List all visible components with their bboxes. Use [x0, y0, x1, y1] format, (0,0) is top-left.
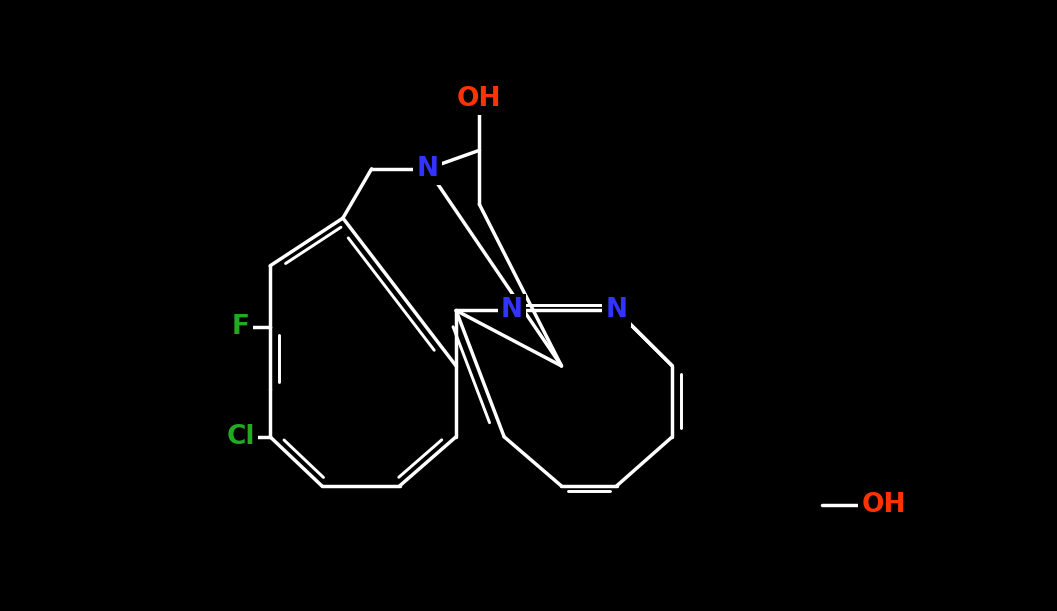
- Text: OH: OH: [457, 86, 502, 112]
- Text: N: N: [501, 298, 523, 323]
- Text: F: F: [233, 315, 251, 340]
- Text: OH: OH: [861, 491, 906, 518]
- Text: Cl: Cl: [227, 424, 256, 450]
- Text: N: N: [416, 156, 439, 182]
- Text: N: N: [606, 298, 628, 323]
